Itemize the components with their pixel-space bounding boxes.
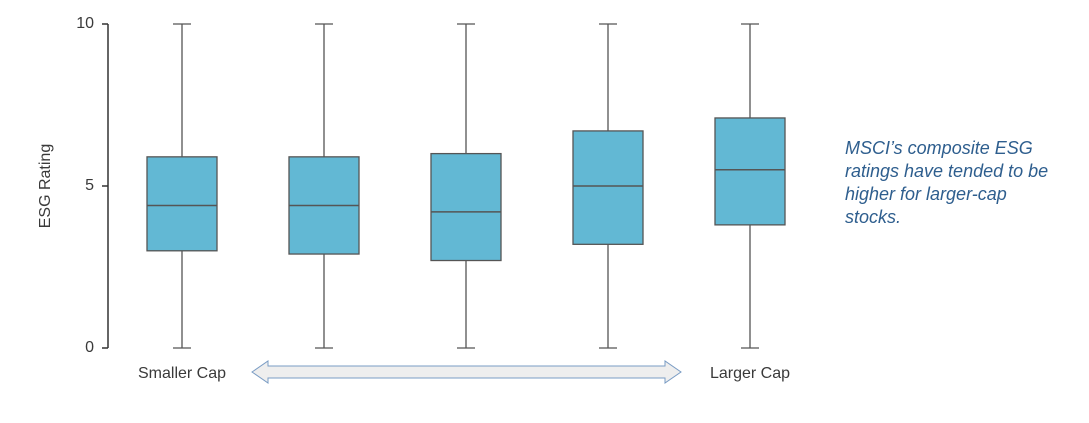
annotation: higher for larger-cap	[845, 184, 1007, 204]
y-tick-label: 0	[85, 339, 94, 356]
annotation: MSCI’s composite ESG	[845, 138, 1033, 158]
range-arrow	[251, 360, 682, 384]
box	[714, 117, 786, 226]
x-tick-label: Smaller Cap	[138, 365, 226, 382]
x-tick-label: Larger Cap	[710, 365, 790, 382]
annotation: ratings have tended to be	[845, 161, 1048, 181]
box	[572, 130, 644, 245]
box	[146, 156, 218, 252]
y-tick-label: 5	[85, 177, 94, 194]
box	[430, 152, 502, 262]
y-axis-label: ESG Rating	[37, 144, 54, 228]
annotation: stocks.	[845, 207, 901, 227]
y-tick-label: 10	[76, 15, 94, 32]
